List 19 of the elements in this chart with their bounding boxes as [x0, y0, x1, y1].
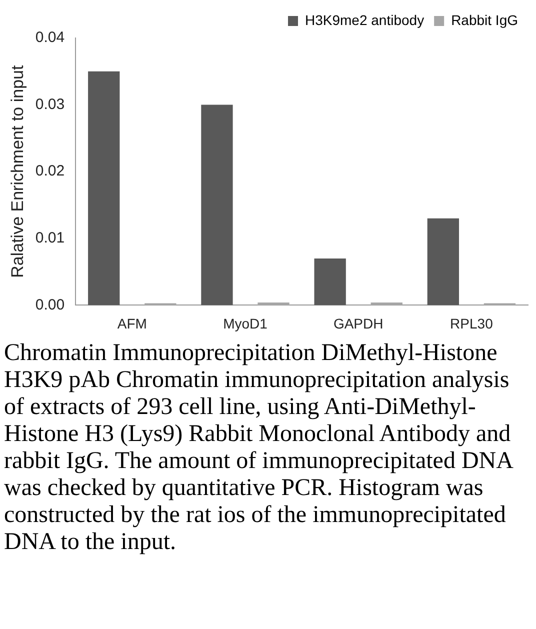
- x-tick-label: RPL30: [450, 315, 494, 332]
- bar: [201, 104, 233, 306]
- y-tick-label: 0.03: [35, 96, 65, 113]
- y-tick-label: 0.01: [35, 230, 65, 247]
- bar: [314, 258, 346, 306]
- bar: [258, 302, 290, 306]
- x-tick-label: MyoD1: [223, 315, 268, 332]
- x-tick-label: GAPDH: [333, 315, 384, 332]
- bar: [370, 302, 402, 306]
- x-tick-label: AFM: [117, 315, 147, 332]
- legend-label: Rabbit IgG: [451, 12, 518, 28]
- y-tick-label: 0.04: [35, 29, 65, 46]
- y-axis-title: Ralative Enrichment to input: [8, 65, 27, 278]
- y-tick-label: 0.00: [35, 296, 65, 314]
- bar: [88, 71, 120, 306]
- legend-label: H3K9me2 antibody: [305, 12, 424, 28]
- bar: [427, 218, 460, 306]
- y-tick-label: 0.02: [35, 162, 65, 180]
- text: Chromatin Immunoprecipitation DiMethyl-Histone H3K9 pAb Chromatin immunoprecipitation analysis of extracts of 293 cell line, using Anti-DiMethyl-Histone H3 (Lys9) Rabbit Monoclonal Antibody and rabbit IgG. The amount of immunoprecipitated DNA was checked by quantitative PCR. Histogram was constructed by the rat ios of the immunoprecipitated DNA to the input.: [4, 340, 514, 556]
